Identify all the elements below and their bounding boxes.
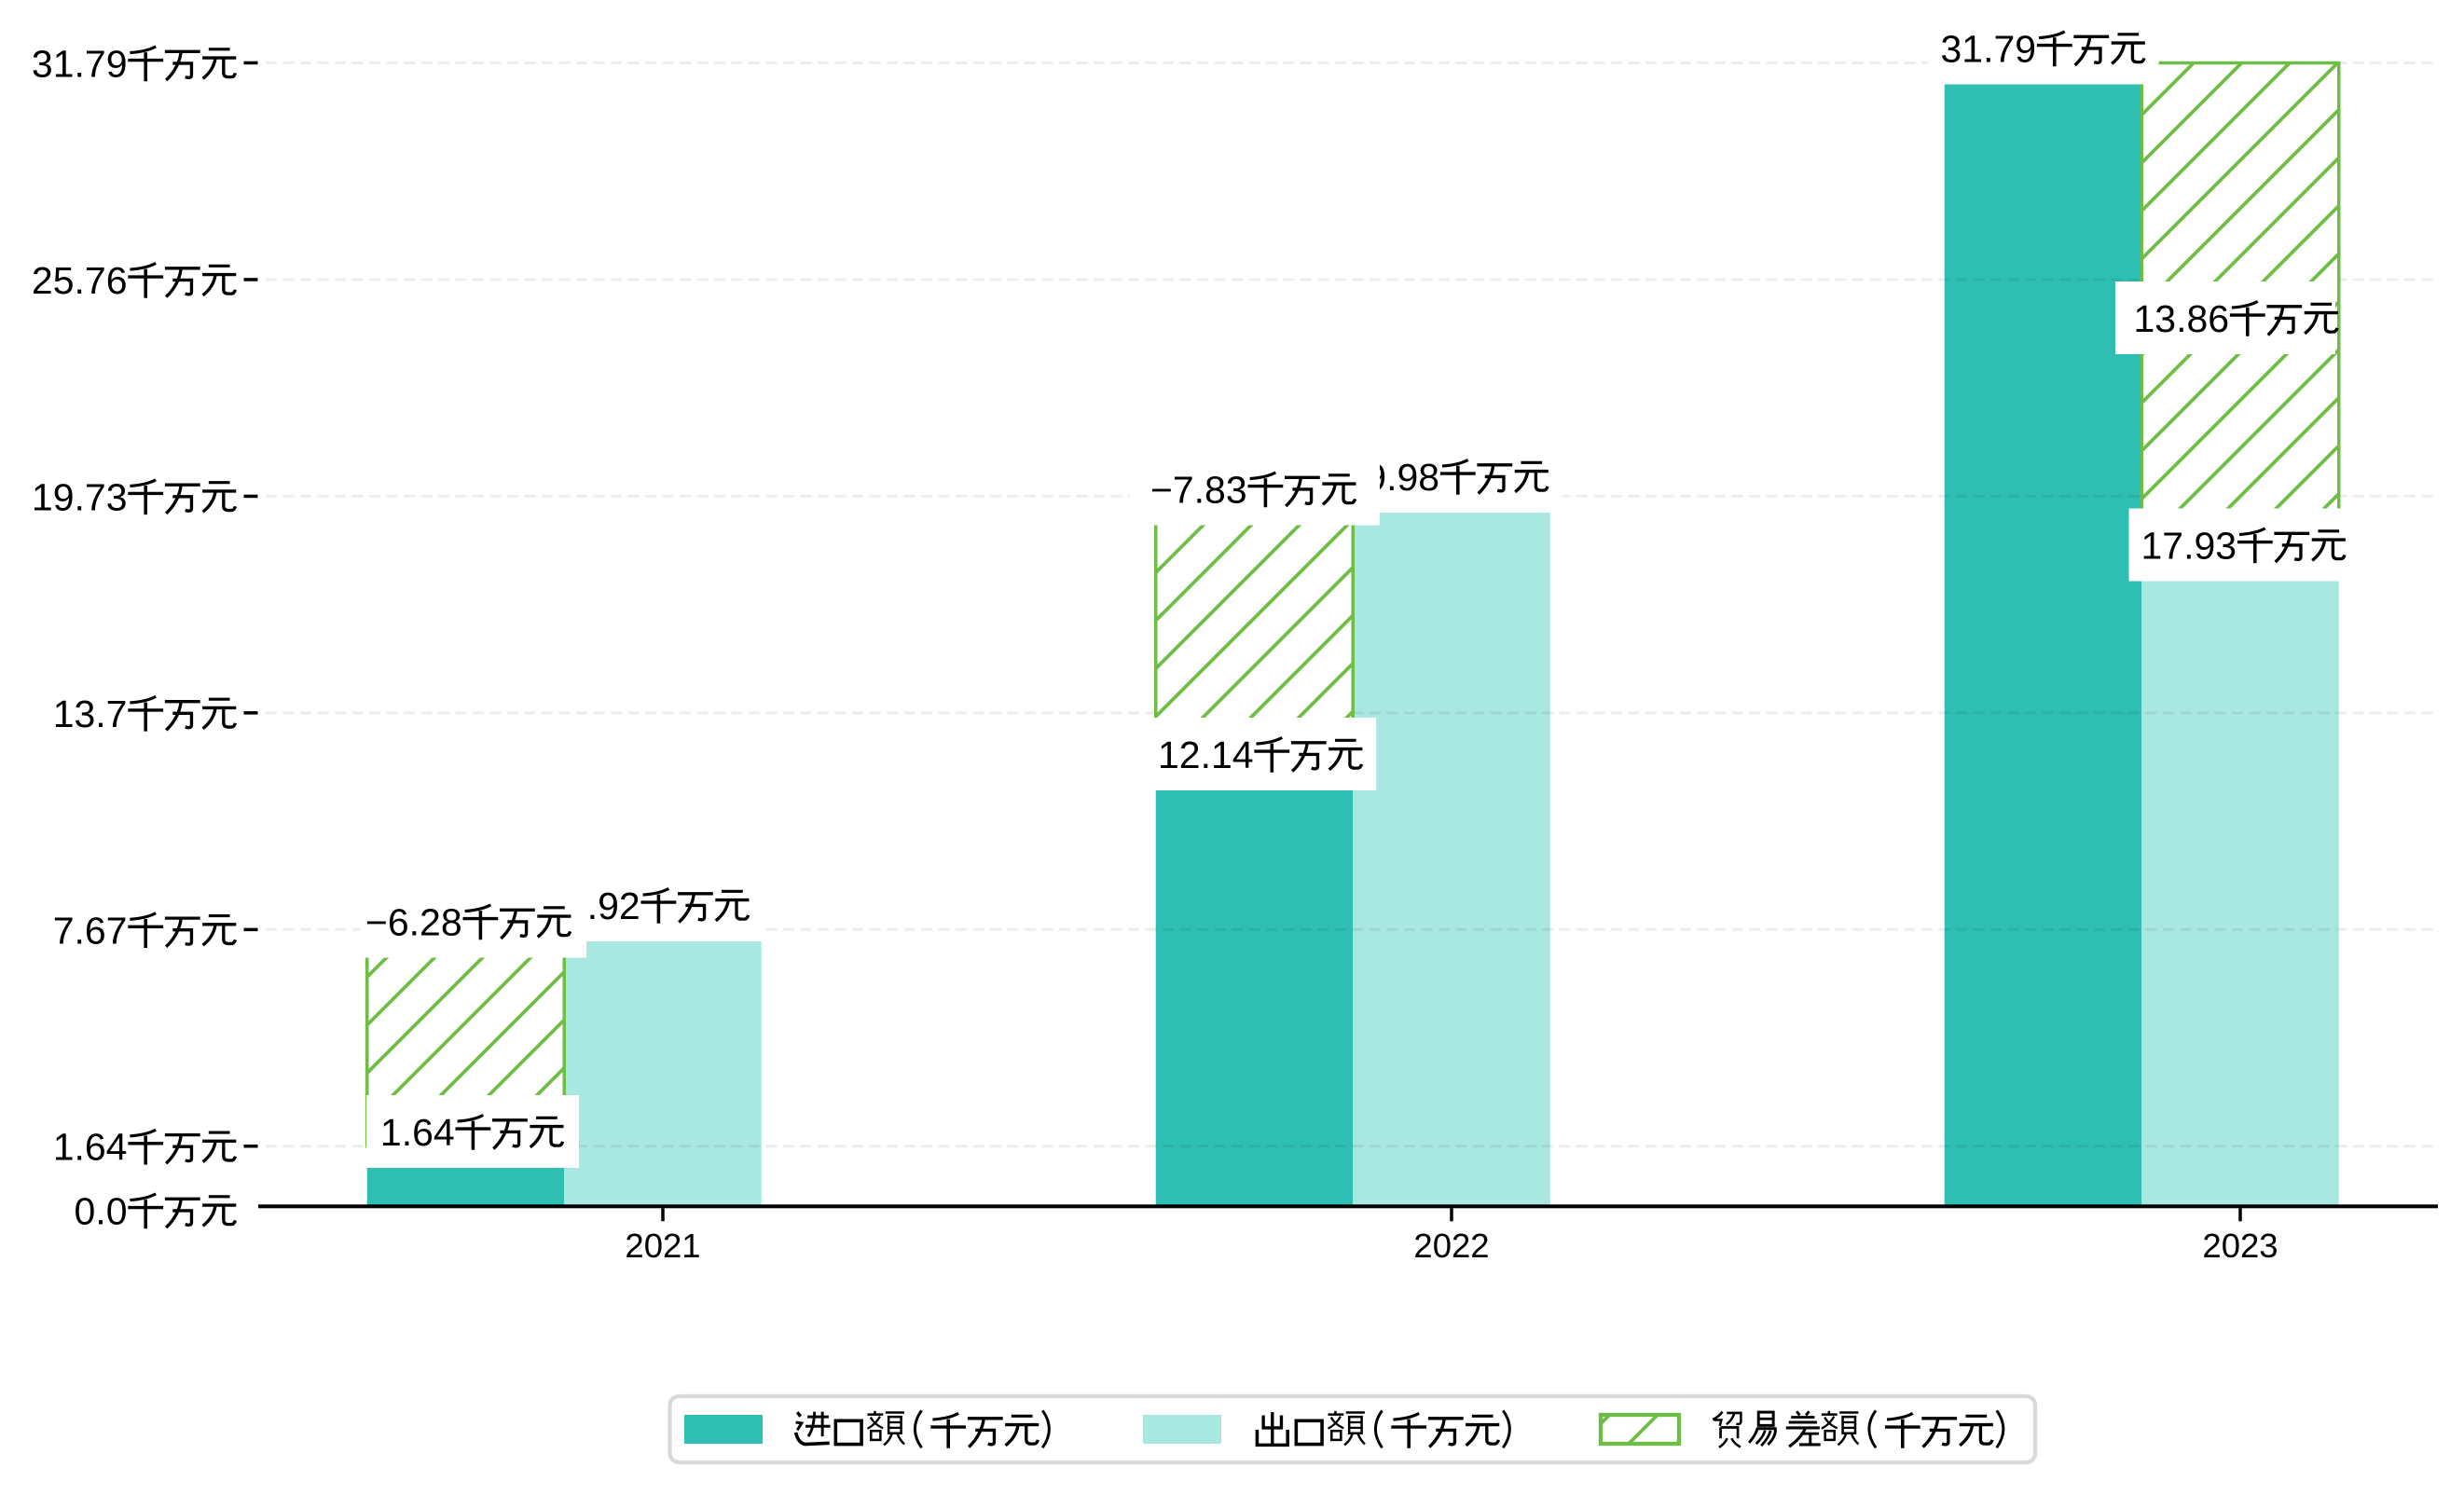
svg-text:7.67: 7.67 (53, 909, 128, 952)
svg-text:31.79: 31.79 (32, 43, 128, 86)
svg-text:13.86: 13.86 (2134, 297, 2230, 340)
svg-text:2021: 2021 (625, 1227, 700, 1265)
svg-text:1.64: 1.64 (53, 1126, 128, 1169)
svg-text:19.73: 19.73 (32, 475, 128, 518)
svg-text:17.93: 17.93 (2141, 525, 2237, 568)
svg-text:0.0: 0.0 (75, 1190, 128, 1233)
svg-text:−7.83: −7.83 (1150, 469, 1247, 512)
svg-text:12.14: 12.14 (1158, 734, 1254, 776)
svg-text:1.64: 1.64 (380, 1111, 455, 1154)
svg-text:31.79: 31.79 (1941, 28, 2037, 71)
svg-text:2022: 2022 (1413, 1227, 1489, 1265)
svg-text:13.7: 13.7 (53, 693, 128, 735)
svg-text:2023: 2023 (2202, 1227, 2278, 1265)
svg-text:−6.28: −6.28 (365, 901, 462, 944)
svg-text:25.76: 25.76 (32, 259, 128, 302)
